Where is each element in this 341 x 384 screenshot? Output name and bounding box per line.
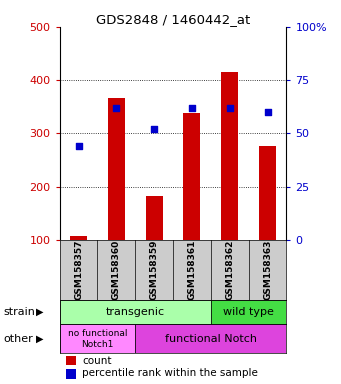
Text: GSM158361: GSM158361 xyxy=(188,240,196,300)
Point xyxy=(151,126,157,132)
Bar xyxy=(66,356,76,366)
Bar xyxy=(183,113,201,240)
Bar xyxy=(66,369,76,379)
Point xyxy=(76,143,81,149)
Point xyxy=(227,105,233,111)
Bar xyxy=(221,72,238,240)
Bar xyxy=(70,236,87,240)
Text: GSM158360: GSM158360 xyxy=(112,240,121,300)
Text: ▶: ▶ xyxy=(36,334,43,344)
Bar xyxy=(211,300,286,324)
Text: strain: strain xyxy=(3,307,35,317)
Text: functional Notch: functional Notch xyxy=(165,334,257,344)
Text: no functional
Notch1: no functional Notch1 xyxy=(68,329,127,349)
Text: transgenic: transgenic xyxy=(106,307,165,317)
Text: GSM158359: GSM158359 xyxy=(150,240,159,300)
Bar xyxy=(60,324,135,353)
Text: ▶: ▶ xyxy=(36,307,43,317)
Title: GDS2848 / 1460442_at: GDS2848 / 1460442_at xyxy=(96,13,250,26)
Text: count: count xyxy=(83,356,112,366)
Text: GSM158362: GSM158362 xyxy=(225,240,234,300)
Bar xyxy=(259,146,276,240)
Bar xyxy=(146,196,163,240)
Text: GSM158363: GSM158363 xyxy=(263,240,272,300)
Point xyxy=(114,105,119,111)
Text: GSM158357: GSM158357 xyxy=(74,240,83,300)
Text: wild type: wild type xyxy=(223,307,274,317)
Bar xyxy=(108,98,125,240)
Point xyxy=(265,109,270,115)
Point xyxy=(189,105,195,111)
Text: percentile rank within the sample: percentile rank within the sample xyxy=(83,368,258,379)
Text: other: other xyxy=(3,334,33,344)
Bar xyxy=(135,324,286,353)
Bar xyxy=(60,300,211,324)
